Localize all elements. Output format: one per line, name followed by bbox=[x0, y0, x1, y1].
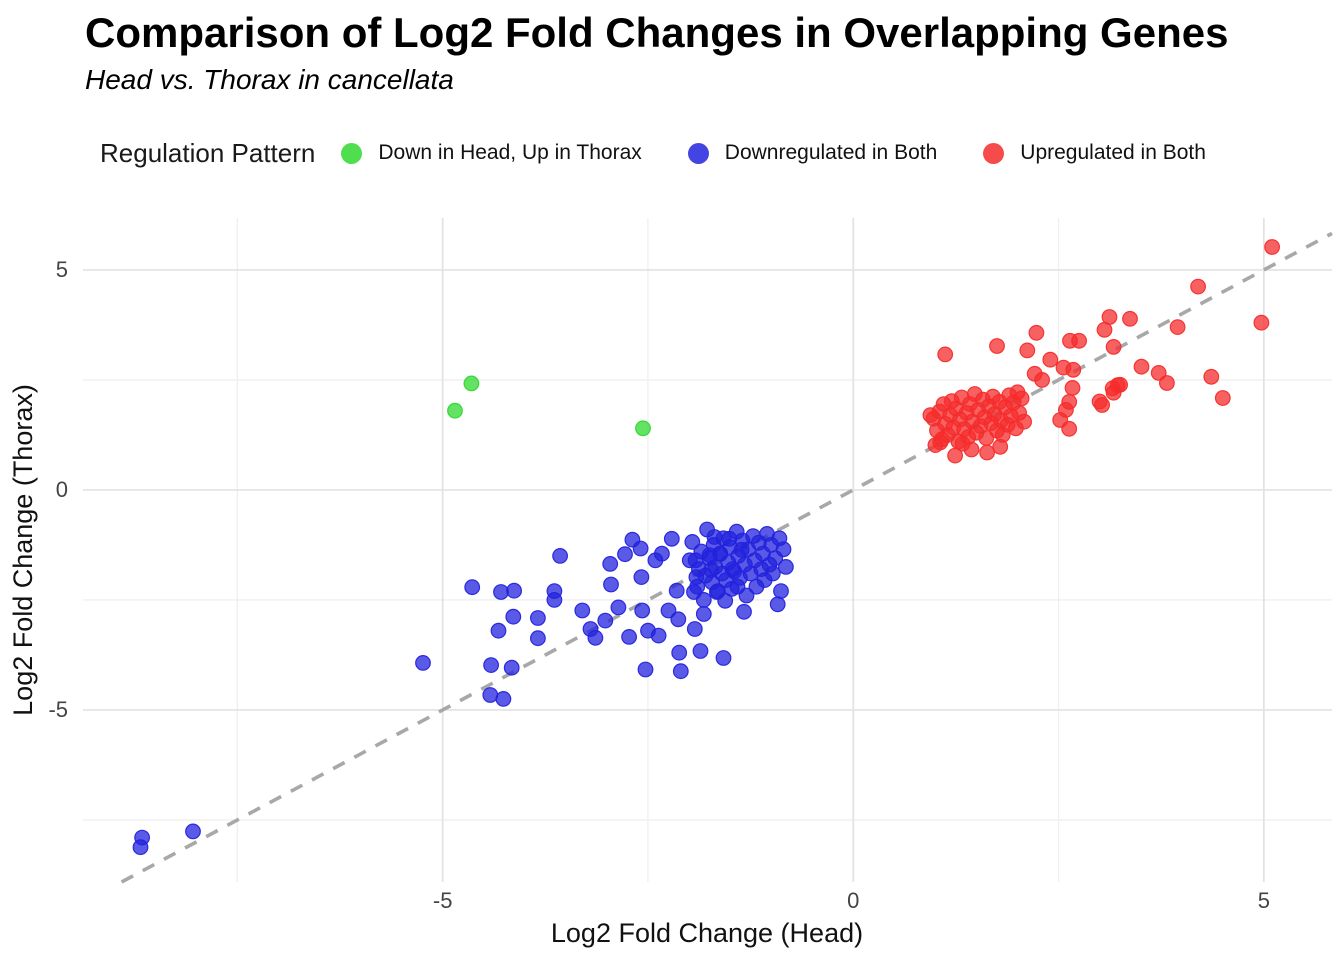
svg-text:0: 0 bbox=[847, 888, 859, 913]
chart-subtitle: Head vs. Thorax in cancellata bbox=[85, 64, 454, 95]
legend-item-down-head-up-thorax: Down in Head, Up in Thorax bbox=[341, 141, 642, 165]
y-axis-title: Log2 Fold Change (Thorax) bbox=[8, 384, 38, 716]
x-axis-title: Log2 Fold Change (Head) bbox=[551, 918, 863, 948]
legend-label: Upregulated in Both bbox=[1020, 141, 1206, 164]
svg-text:5: 5 bbox=[56, 257, 68, 282]
legend-label: Down in Head, Up in Thorax bbox=[378, 141, 642, 164]
axis-tick-labels: -5 0 5 -5 0 5 bbox=[48, 257, 1270, 913]
green-dot-icon bbox=[341, 142, 363, 164]
scatter-plot: -5 0 5 -5 0 5 Log2 Fold Change (Head) Log2 Fo… bbox=[8, 218, 1333, 948]
svg-text:0: 0 bbox=[56, 477, 68, 502]
red-dot-icon bbox=[983, 142, 1005, 164]
chart-title: Comparison of Log2 Fold Changes in Overl… bbox=[85, 9, 1229, 56]
data-points bbox=[132, 239, 1280, 856]
legend: Regulation Pattern Down in Head, Up in T… bbox=[100, 136, 1252, 170]
svg-text:5: 5 bbox=[1258, 888, 1270, 913]
legend-item-upregulated-both: Upregulated in Both bbox=[983, 141, 1206, 165]
svg-text:-5: -5 bbox=[433, 888, 453, 913]
blue-dot-icon bbox=[687, 142, 709, 164]
legend-label: Downregulated in Both bbox=[724, 141, 938, 164]
legend-item-downregulated-both: Downregulated in Both bbox=[687, 141, 938, 165]
svg-text:-5: -5 bbox=[48, 697, 68, 722]
identity-line bbox=[120, 231, 1333, 884]
legend-title: Regulation Pattern bbox=[100, 137, 316, 168]
